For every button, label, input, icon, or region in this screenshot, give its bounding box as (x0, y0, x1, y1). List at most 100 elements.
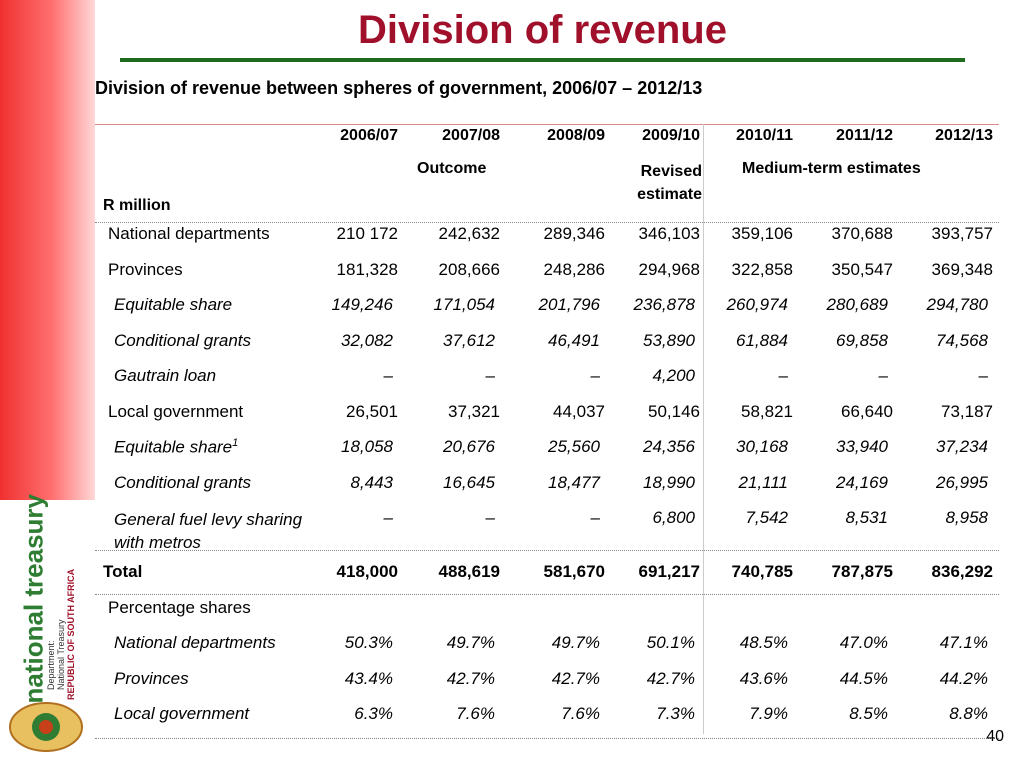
sub-row-label: National departments (114, 633, 276, 652)
column-header: 2012/13 (935, 127, 993, 144)
cell-value: 346,103 (638, 224, 700, 243)
cell-value: 8.5% (849, 704, 888, 723)
sub-row-label: Provinces (114, 668, 189, 688)
cell-value: 836,292 (931, 562, 993, 581)
cell-value: 37,321 (448, 401, 500, 421)
row-label: Percentage shares (108, 597, 251, 617)
cell-value: 18,477 (548, 472, 600, 492)
cell-value: 50,146 (648, 401, 700, 421)
cell-value: 787,875 (831, 562, 893, 581)
cell-value: 201,796 (538, 295, 600, 314)
cell-value: 8.8% (949, 704, 988, 723)
column-header: 2006/07 (340, 127, 398, 144)
row-label: Local government (108, 401, 244, 421)
cell-value: 21,111 (738, 472, 788, 492)
cell-value: 44.5% (839, 668, 888, 688)
cell-value: 43.6% (739, 668, 788, 688)
cell-value: 581,670 (543, 562, 605, 581)
sub-row-label: Equitable share1 (114, 437, 239, 457)
cell-value: 242,632 (438, 224, 500, 243)
cell-value: – (878, 366, 888, 385)
cell-value: 50.3% (344, 633, 393, 652)
cell-value: 740,785 (731, 562, 793, 581)
cell-value: 50.1% (646, 633, 695, 652)
separator (95, 550, 999, 551)
row-label: National departments (108, 224, 270, 243)
cell-value: 18,058 (341, 437, 393, 456)
cell-value: 16,645 (443, 472, 495, 492)
cell-value: 171,054 (433, 295, 495, 314)
cell-value: 7.6% (561, 704, 600, 723)
title: Division of revenue (358, 8, 727, 52)
cell-value: 61,884 (736, 330, 788, 350)
cell-value: 24,356 (643, 437, 695, 456)
cell-value: 6.3% (354, 704, 393, 723)
logo (9, 702, 83, 752)
cell-value: 18,990 (643, 472, 695, 492)
sub-row-label: Conditional grants (114, 472, 252, 492)
cell-value: 488,619 (438, 562, 500, 581)
cell-value: 350,547 (831, 259, 893, 279)
cell-value: 49.7% (446, 633, 495, 652)
cell-value: – (485, 508, 495, 527)
cell-value: 47.1% (939, 633, 988, 652)
cell-value: 7,542 (745, 508, 788, 527)
cell-value: 4,200 (652, 366, 695, 385)
cell-value: – (590, 508, 600, 527)
column-header: 2009/10 (642, 127, 700, 144)
sub-row-label: General fuel levy sharing with metros (114, 510, 303, 552)
cell-value: 691,217 (638, 562, 700, 581)
cell-value: 7.3% (656, 704, 695, 723)
cell-value: 7.9% (749, 704, 788, 723)
sub-row-label: Equitable share (114, 295, 233, 314)
cell-value: 44,037 (553, 401, 605, 421)
column-header: 2008/09 (547, 127, 605, 144)
cell-value: 322,858 (731, 259, 793, 279)
cell-value: 49.7% (551, 633, 600, 652)
row-label: Provinces (108, 259, 183, 279)
page-number: 40 (986, 728, 1004, 745)
cell-value: 208,666 (438, 259, 500, 279)
cell-value: 69,858 (836, 330, 888, 350)
cell-value: – (778, 366, 788, 385)
cell-value: 8,531 (845, 508, 888, 527)
group-label: Outcome (417, 160, 487, 177)
row-label: Total (103, 562, 143, 581)
cell-value: – (978, 366, 988, 385)
col-divider (703, 124, 704, 734)
sub-row-label: Gautrain loan (114, 366, 217, 385)
separator (95, 222, 999, 223)
cell-value: 260,974 (726, 295, 788, 314)
cell-value: 42.7% (551, 668, 600, 688)
cell-value: 236,878 (633, 295, 695, 314)
cell-value: 30,168 (736, 437, 788, 456)
cell-value: 25,560 (548, 437, 600, 456)
cell-value: 24,169 (836, 472, 888, 492)
cell-value: 37,234 (936, 437, 988, 456)
cell-value: – (383, 508, 393, 527)
cell-value: 8,958 (945, 508, 988, 527)
separator (95, 593, 999, 595)
cell-value: 294,968 (638, 259, 700, 279)
cell-value: – (590, 366, 600, 385)
cell-value: 369,348 (931, 259, 993, 279)
table-top (95, 124, 999, 125)
cell-value: 8,443 (350, 472, 393, 492)
column-header: 2007/08 (442, 127, 500, 144)
cell-value: 20,676 (443, 437, 495, 456)
cell-value: 47.0% (839, 633, 888, 652)
cell-value: – (383, 366, 393, 385)
cell-value: 26,501 (346, 401, 398, 421)
cell-value: 37,612 (443, 330, 495, 350)
cell-value: 42.7% (646, 668, 695, 688)
cell-value: 370,688 (831, 224, 893, 243)
cell-value: 58,821 (741, 401, 793, 421)
cell-value: – (485, 366, 495, 385)
cell-value: 53,890 (643, 330, 695, 350)
sub-row-label: Conditional grants (114, 330, 252, 350)
cell-value: 418,000 (336, 562, 398, 581)
unit-label: R million (103, 197, 171, 214)
cell-value: 181,328 (336, 259, 398, 279)
